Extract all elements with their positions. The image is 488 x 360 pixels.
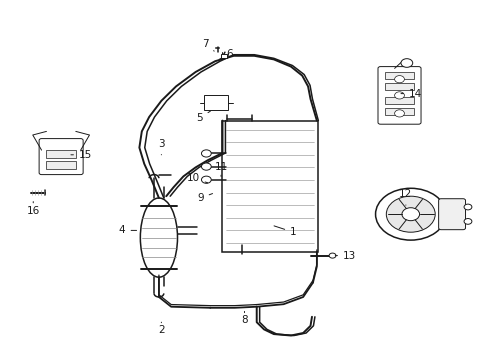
Bar <box>385 97 413 104</box>
Bar <box>46 150 76 158</box>
Text: 3: 3 <box>158 139 164 155</box>
Text: 12: 12 <box>398 189 412 205</box>
Text: 7: 7 <box>202 39 214 51</box>
Circle shape <box>394 76 404 83</box>
Bar <box>46 161 76 169</box>
Circle shape <box>394 92 404 99</box>
Text: 8: 8 <box>241 311 247 325</box>
Text: 10: 10 <box>186 173 207 183</box>
Text: 11: 11 <box>214 162 227 176</box>
Text: 15: 15 <box>71 150 92 160</box>
Circle shape <box>386 196 434 232</box>
Circle shape <box>394 110 404 117</box>
Circle shape <box>328 253 335 258</box>
Text: 1: 1 <box>273 226 296 237</box>
Bar <box>204 95 227 110</box>
FancyBboxPatch shape <box>377 67 420 124</box>
Circle shape <box>401 208 419 221</box>
Circle shape <box>463 204 471 210</box>
Bar <box>385 72 413 79</box>
Bar <box>221 54 226 58</box>
Bar <box>385 83 413 90</box>
Circle shape <box>201 163 211 170</box>
Bar <box>385 108 413 115</box>
Bar <box>222 121 317 252</box>
Circle shape <box>201 176 211 183</box>
Text: 5: 5 <box>196 111 210 123</box>
FancyBboxPatch shape <box>438 199 465 230</box>
Circle shape <box>463 219 471 224</box>
Text: 14: 14 <box>400 89 422 99</box>
Text: 16: 16 <box>26 202 40 216</box>
Text: 2: 2 <box>158 322 164 336</box>
Text: 13: 13 <box>335 251 356 261</box>
FancyBboxPatch shape <box>39 139 83 175</box>
Text: 6: 6 <box>219 49 233 59</box>
Circle shape <box>201 150 211 157</box>
Text: 9: 9 <box>197 193 212 203</box>
Text: 4: 4 <box>119 225 136 235</box>
Circle shape <box>375 188 445 240</box>
Circle shape <box>400 59 412 67</box>
Ellipse shape <box>140 198 177 277</box>
